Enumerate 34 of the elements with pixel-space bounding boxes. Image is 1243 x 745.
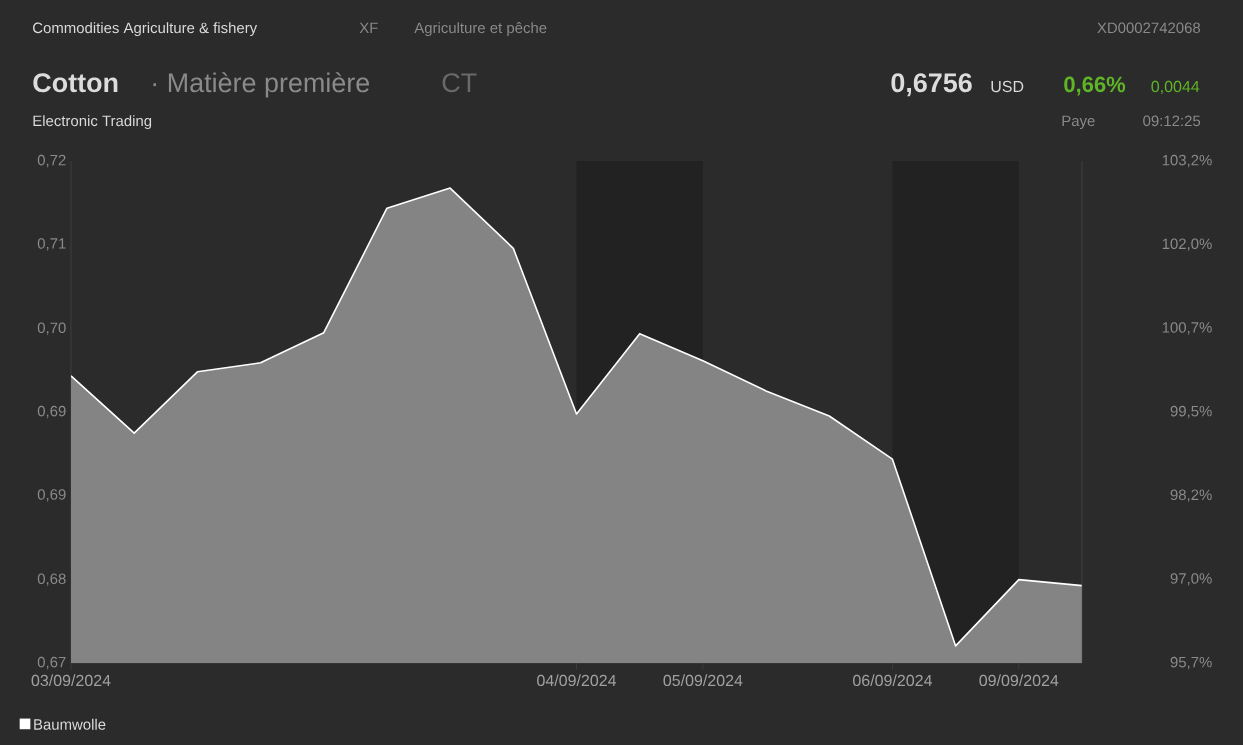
y-tick-label: 0,67	[37, 656, 66, 670]
text: CT	[442, 73, 477, 93]
y-tick-label: 0,69	[37, 405, 66, 419]
text: Electronic Trading	[33, 115, 152, 130]
y2-tick-label: 100,7%	[1162, 322, 1212, 335]
x-tick-label: 04/09/2024	[537, 674, 617, 687]
text: 0,6756	[891, 73, 972, 97]
x-tick-label: 06/09/2024	[853, 674, 932, 687]
y-tick-label: 0,70	[37, 322, 66, 335]
y-tick-label: 0,68	[37, 573, 66, 586]
y-tick-label: 0,69	[37, 489, 66, 502]
y2-tick-label: 98,2%	[1170, 489, 1212, 502]
x-tick-label: 09/09/2024	[979, 674, 1059, 687]
text: 09:12:25	[1143, 115, 1201, 127]
text: XD0002742068	[1097, 22, 1201, 34]
x-tick-label: 05/09/2024	[663, 674, 743, 687]
y2-tick-label: 103,2%	[1162, 154, 1212, 168]
chart-subtitle: · Matière première	[153, 72, 370, 98]
y-tick-label: 0,71	[37, 238, 66, 251]
text: 0,0044	[1151, 80, 1200, 95]
y-tick-label: 0,72	[37, 154, 66, 168]
y2-tick-label: 99,5%	[1170, 405, 1212, 419]
y2-tick-label: 95,7%	[1170, 656, 1212, 670]
chart-title: Cotton	[33, 73, 118, 93]
legend-label: Baumwolle	[34, 718, 106, 730]
text: Commodities Agriculture & fishery	[33, 22, 258, 37]
x-tick-label: 03/09/2024	[31, 674, 111, 687]
text: Paye	[1062, 115, 1095, 130]
y2-tick-label: 97,0%	[1170, 573, 1212, 586]
text: USD	[991, 80, 1024, 93]
text: Agriculture et pêche	[414, 22, 547, 37]
y2-tick-label: 102,0%	[1162, 238, 1212, 251]
text: 0,66%	[1064, 76, 1126, 96]
text: XF	[359, 22, 378, 33]
